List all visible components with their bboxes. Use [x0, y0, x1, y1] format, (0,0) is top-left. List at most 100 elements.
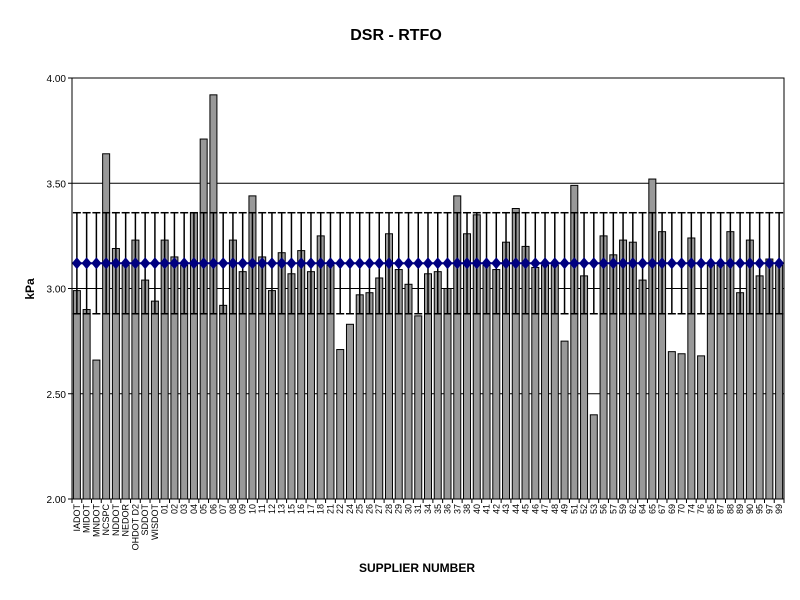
x-tick-label: 24: [345, 504, 355, 514]
x-tick-label: 30: [403, 504, 413, 514]
average-marker: [403, 257, 414, 270]
y-tick-label: 4.00: [47, 74, 67, 85]
average-marker: [208, 257, 219, 270]
bar: [92, 359, 101, 500]
average-marker: [198, 257, 209, 270]
x-tick-label: 95: [755, 504, 765, 514]
x-tick-label: 25: [355, 504, 365, 514]
x-tick-label: 18: [316, 504, 326, 514]
x-tick-label: WISDOT: [150, 504, 160, 540]
x-tick-label: NDDOT: [111, 504, 121, 536]
plot-area-border: [71, 77, 785, 500]
average-marker: [110, 257, 121, 270]
x-tick-label: IADOT: [72, 504, 82, 532]
x-tick-label: 01: [160, 504, 170, 514]
average-marker: [725, 257, 736, 270]
x-tick-label: 27: [374, 504, 384, 514]
bar: [267, 290, 276, 500]
average-marker: [266, 257, 277, 270]
x-tick-label: 97: [764, 504, 774, 514]
average-marker: [188, 257, 199, 270]
average-marker: [666, 257, 677, 270]
x-tick-label: 87: [716, 504, 726, 514]
average-marker: [423, 257, 433, 270]
average-marker: [393, 257, 404, 270]
x-tick-label: 12: [267, 504, 277, 514]
bar: [736, 292, 745, 500]
x-tick-label: 34: [423, 504, 433, 514]
average-marker: [364, 257, 375, 270]
bar: [404, 283, 413, 500]
x-tick-label: 47: [540, 504, 550, 514]
average-marker: [579, 257, 590, 270]
average-marker: [227, 257, 238, 270]
x-tick-label: 05: [199, 504, 209, 514]
x-tick-label: 35: [433, 504, 443, 514]
average-marker: [335, 257, 346, 270]
bar: [365, 292, 374, 500]
average-marker: [549, 257, 560, 270]
x-tick-label: 21: [325, 504, 335, 514]
average-marker: [218, 257, 229, 270]
average-marker: [169, 257, 180, 270]
average-marker: [647, 257, 658, 270]
average-marker: [530, 257, 541, 270]
x-tick-label: 67: [657, 504, 667, 514]
bar: [667, 351, 676, 500]
bar: [355, 294, 364, 500]
average-marker: [598, 257, 609, 270]
average-marker: [774, 257, 785, 270]
x-tick-label: 42: [491, 504, 501, 514]
x-tick-label: 70: [677, 504, 687, 514]
x-tick-label: 57: [608, 504, 618, 514]
x-tick-label: 03: [179, 504, 189, 514]
x-tick-label: 56: [599, 504, 609, 514]
average-marker: [286, 257, 297, 270]
bar: [102, 153, 111, 500]
chart-title: DSR - RTFO: [350, 27, 442, 44]
x-tick-label: 48: [550, 504, 560, 514]
average-marker: [735, 257, 746, 270]
x-tick-label: 13: [277, 504, 287, 514]
average-marker: [257, 257, 268, 270]
average-marker: [705, 257, 716, 270]
x-tick-label: NCSPC: [101, 504, 111, 536]
average-marker: [510, 257, 521, 270]
average-marker: [374, 257, 385, 270]
bar: [697, 355, 706, 500]
x-tick-label: 52: [579, 504, 589, 514]
average-marker: [744, 257, 755, 270]
average-marker: [130, 257, 141, 270]
average-marker: [159, 257, 170, 270]
average-marker: [432, 257, 443, 270]
x-tick-label: 40: [472, 504, 482, 514]
average-marker: [81, 257, 92, 270]
x-tick-label: 37: [452, 504, 462, 514]
average-marker: [657, 257, 668, 270]
x-tick-label: 88: [725, 504, 735, 514]
average-marker: [296, 257, 307, 270]
x-tick-label: 38: [462, 504, 472, 514]
x-axis-label: SUPPLIER NUMBER: [359, 561, 475, 575]
average-marker: [149, 257, 160, 270]
x-tick-label: 43: [501, 504, 511, 514]
average-marker: [237, 257, 248, 270]
average-marker: [247, 257, 258, 270]
x-tick-label: 06: [208, 504, 218, 514]
average-marker: [715, 257, 726, 270]
bar: [677, 353, 686, 500]
average-marker: [559, 257, 570, 270]
x-tick-label: 76: [696, 504, 706, 514]
average-marker: [344, 257, 355, 270]
x-tick-label: 29: [394, 504, 404, 514]
average-marker: [315, 257, 326, 270]
x-tick-label: NEDOR: [121, 504, 131, 537]
average-marker: [588, 257, 599, 270]
bar: [345, 323, 354, 500]
bar: [219, 304, 228, 500]
average-marker: [481, 257, 492, 270]
x-tick-label: 69: [667, 504, 677, 514]
x-tick-label: 17: [306, 504, 316, 514]
x-tick-label: 45: [521, 504, 531, 514]
